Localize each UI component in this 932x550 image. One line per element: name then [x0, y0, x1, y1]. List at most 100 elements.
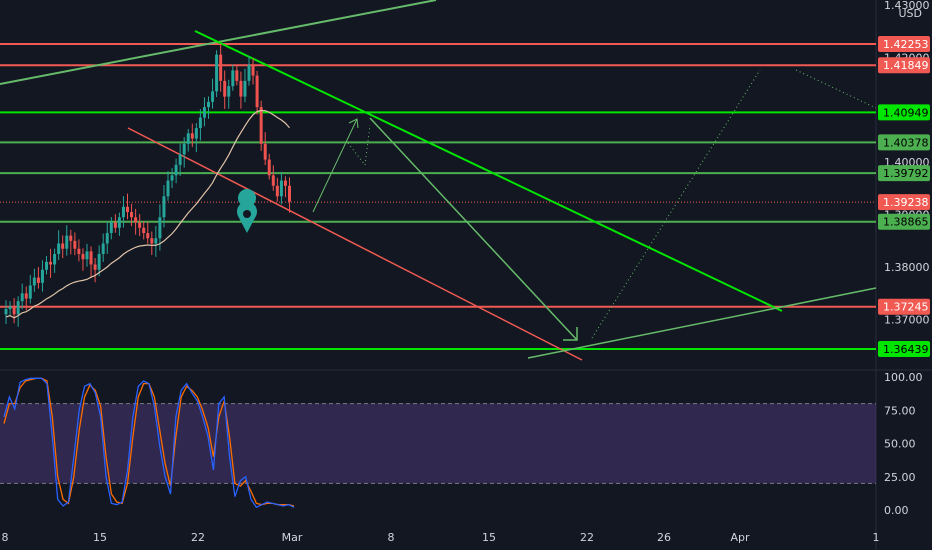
- candle-body: [109, 222, 113, 234]
- candle-body: [32, 277, 36, 286]
- candle-body: [267, 159, 271, 176]
- stoch-y-tick-label: 75.00: [884, 404, 916, 417]
- stochastic-k-line: [3, 377, 295, 509]
- candle-body: [283, 180, 287, 186]
- candle-body: [231, 70, 235, 87]
- candle-body: [49, 261, 53, 265]
- price-tag-label: 1.39238: [883, 196, 929, 209]
- price-tag: [878, 298, 930, 315]
- location-pin-hole: [243, 210, 251, 218]
- stoch-y-tick-label: 0.00: [884, 504, 909, 517]
- overbought-oversold-band: [0, 403, 876, 484]
- price-tag: [878, 341, 930, 357]
- candle-body: [142, 227, 146, 234]
- candle-body: [150, 238, 154, 244]
- x-tick-label: 1: [873, 531, 880, 544]
- trend-lines[interactable]: [0, 0, 877, 361]
- price-tag-label: 1.39792: [883, 167, 929, 180]
- arrow-head-up: [348, 118, 359, 129]
- arrow-head-down: [563, 327, 578, 341]
- candlestick-series: [4, 43, 291, 327]
- candle-body: [126, 206, 129, 213]
- candle-body: [235, 70, 239, 81]
- projection-zigzag-b: [364, 124, 371, 166]
- candle-body: [57, 243, 61, 254]
- candle-body: [40, 269, 44, 283]
- projection-arrow-up: [312, 118, 358, 213]
- price-tag-label: 1.40378: [883, 136, 929, 149]
- candle-body: [194, 128, 198, 139]
- price-tag: [878, 165, 930, 182]
- candle-body: [288, 185, 291, 202]
- y-tick-label: 1.43000: [884, 0, 930, 12]
- candle-body: [186, 133, 190, 144]
- price-tag: [878, 104, 930, 121]
- price-tag: [878, 213, 930, 230]
- candle-body: [243, 80, 247, 97]
- price-tag: [878, 57, 930, 74]
- stoch-y-tick-label: 100.00: [884, 371, 923, 384]
- price-tag-label: 1.38865: [883, 216, 929, 229]
- candle-body: [97, 253, 101, 270]
- x-tick-label: 8: [388, 531, 395, 544]
- candle-body: [101, 243, 105, 254]
- candle-body: [223, 80, 227, 97]
- price-tag: [878, 134, 930, 151]
- price-tags: 1.42253 1.41849 1.40949 1.40378 1.39792 1.392…: [878, 36, 930, 357]
- candle-body: [73, 240, 77, 249]
- candle-body: [4, 309, 8, 315]
- candle-body: [24, 293, 28, 299]
- candle-body: [65, 235, 69, 249]
- projection-arrow-down: [369, 117, 578, 341]
- price-tag-label: 1.37245: [883, 301, 929, 314]
- candle-body: [158, 217, 162, 239]
- markers[interactable]: [236, 189, 257, 233]
- candle-body: [227, 86, 231, 97]
- candle-body: [61, 243, 65, 249]
- currency-label: USD: [898, 7, 922, 20]
- price-tag: [878, 194, 930, 211]
- candle-body: [170, 175, 174, 181]
- candle-body: [251, 65, 255, 76]
- candle-body: [16, 301, 20, 315]
- price-tag-label: 1.40949: [883, 106, 929, 119]
- x-tick-label: 22: [191, 531, 205, 544]
- candle-body: [20, 293, 24, 302]
- candle-body: [53, 253, 57, 265]
- y-tick-label: 1.38000: [884, 261, 930, 274]
- candle-body: [117, 217, 121, 228]
- price-tag: [878, 36, 930, 52]
- price-tag-label: 1.42253: [883, 38, 929, 51]
- candle-body: [146, 233, 150, 239]
- moving-average-series: [5, 109, 290, 319]
- candle-body: [247, 65, 251, 81]
- candle-body: [36, 277, 40, 283]
- moving-average-line: [5, 109, 290, 319]
- candle-body: [69, 235, 73, 241]
- candle-body: [215, 54, 219, 92]
- candle-body: [12, 306, 16, 315]
- x-tick-label: 8: [2, 531, 9, 544]
- ascending-support-line: [527, 287, 877, 359]
- candle-body: [85, 251, 89, 260]
- x-tick-label: 15: [93, 531, 107, 544]
- candle-body: [255, 75, 259, 108]
- price-tag-label: 1.41849: [883, 59, 929, 72]
- candle-body: [162, 196, 166, 218]
- candle-body: [211, 91, 215, 102]
- candle-body: [89, 251, 93, 265]
- candle-body: [77, 248, 81, 254]
- x-tick-label: 26: [657, 531, 671, 544]
- candle-body: [182, 143, 186, 155]
- candle-body: [154, 238, 158, 244]
- candle-body: [8, 306, 12, 310]
- horizontal-price-lines[interactable]: [0, 43, 876, 350]
- candle-body: [81, 253, 85, 260]
- candle-body: [259, 107, 263, 144]
- stochastic-series: [3, 377, 295, 509]
- candle-body: [198, 117, 202, 129]
- projection-dotted-right: [795, 69, 877, 109]
- x-tick-label: 22: [580, 531, 594, 544]
